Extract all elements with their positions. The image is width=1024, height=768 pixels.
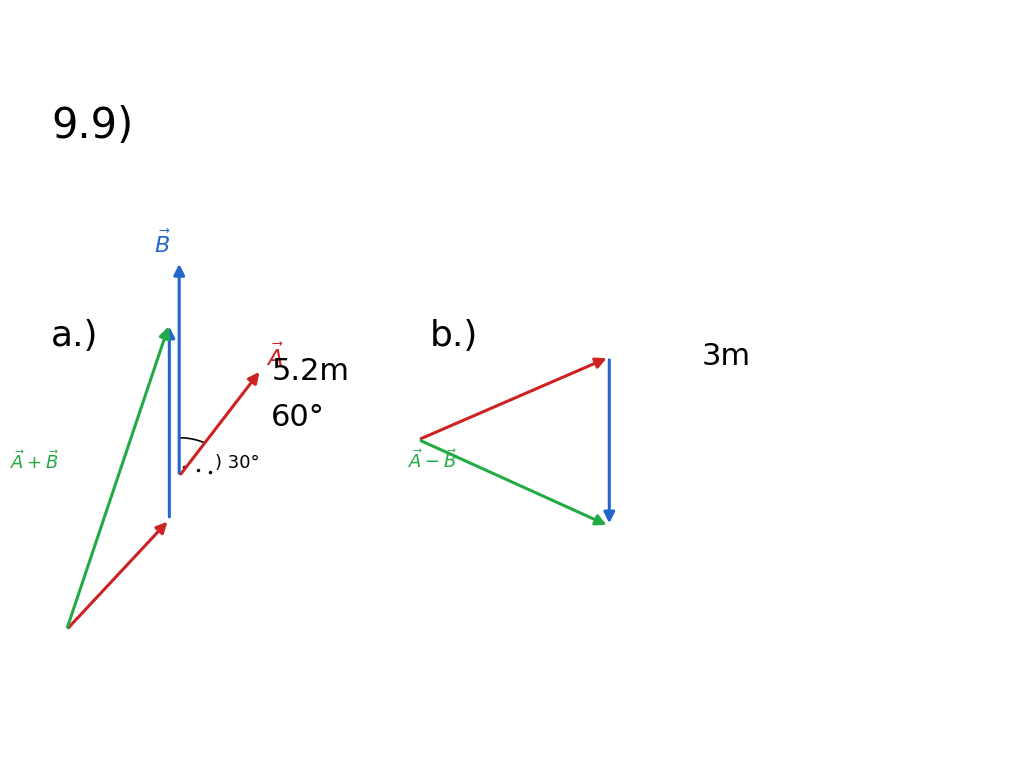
Text: ) 30°: ) 30° <box>215 455 260 472</box>
Text: b.): b.) <box>430 319 478 353</box>
Text: 9.9): 9.9) <box>51 105 133 147</box>
Text: a.): a.) <box>51 319 98 353</box>
Text: 5.2m: 5.2m <box>271 357 349 386</box>
Text: 60°: 60° <box>271 403 326 432</box>
Text: $\vec{B}$: $\vec{B}$ <box>154 230 170 257</box>
Text: $\vec{A}+\vec{B}$: $\vec{A}+\vec{B}$ <box>10 450 59 473</box>
Text: $\vec{A}-\vec{B}$: $\vec{A}-\vec{B}$ <box>409 449 458 472</box>
Text: 3m: 3m <box>701 342 751 371</box>
Text: $\vec{A}$: $\vec{A}$ <box>266 343 284 370</box>
